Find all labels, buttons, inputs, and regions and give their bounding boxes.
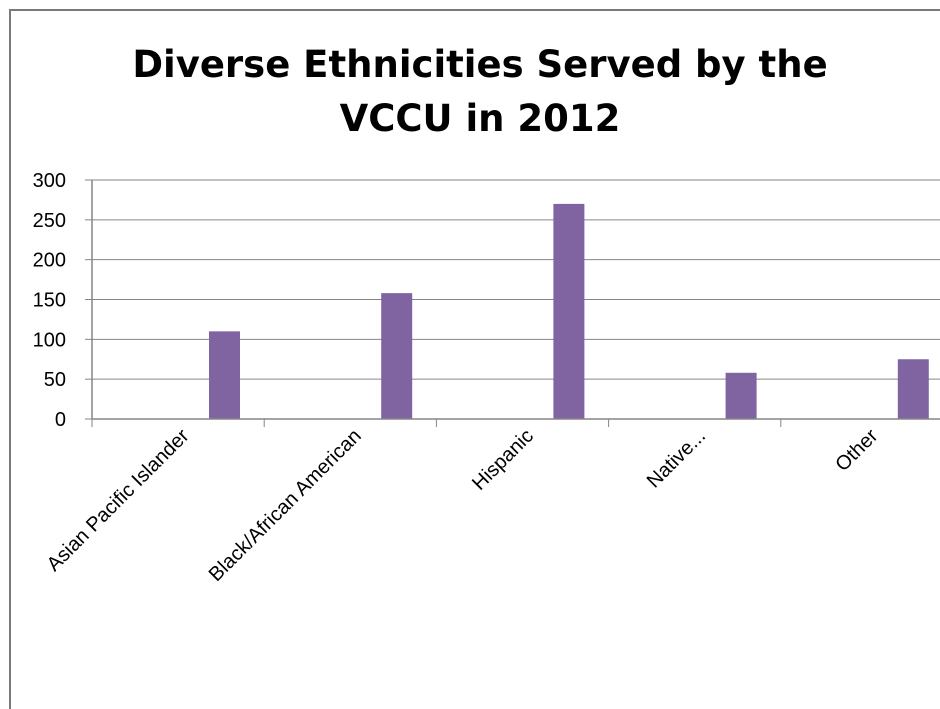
bar-hispanic [553, 203, 585, 419]
y-tick-label: 200 [33, 250, 66, 272]
x-tick-label: Hispanic [468, 425, 538, 495]
y-tick-label: 100 [33, 329, 66, 351]
chart-title: Diverse Ethnicities Served by the VCCU i… [0, 38, 940, 146]
chart-title-line-2: VCCU in 2012 [339, 97, 621, 140]
bar-other [897, 359, 929, 419]
x-tick-label: Native... [643, 425, 710, 492]
bar-chart: 0 50 100 150 200 250 300 Asian Pacific Islander… [33, 170, 940, 586]
y-tick-label: 150 [33, 290, 66, 312]
x-tick-label: Other [831, 425, 882, 476]
x-tick-label: Black/African American [205, 425, 366, 586]
chart-title-line-1: Diverse Ethnicities Served by the [132, 43, 828, 86]
bar-black-african-american [381, 293, 413, 419]
y-tick-label: 250 [33, 210, 66, 232]
y-tick-label: 50 [44, 369, 66, 391]
bar-asian-pacific-islander [209, 331, 240, 419]
x-tick-label: Asian Pacific Islander [43, 425, 194, 576]
y-tick-label: 300 [33, 170, 66, 192]
chart-frame [9, 9, 940, 709]
bar-native [725, 372, 757, 419]
y-tick-label: 0 [55, 409, 66, 431]
